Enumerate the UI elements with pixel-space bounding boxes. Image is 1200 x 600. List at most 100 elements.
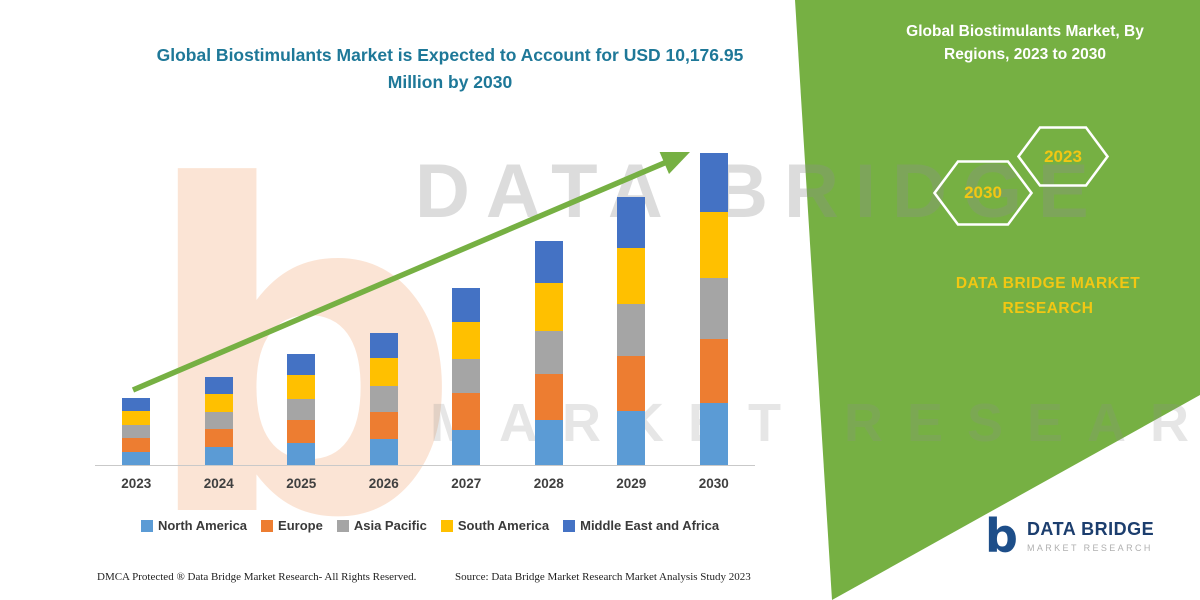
bar-slot [260,140,343,465]
bar-segment-south-america [452,321,481,359]
data-bridge-logo: b DATA BRIDGE MARKET RESEARCH [985,509,1154,563]
source-note: Source: Data Bridge Market Research Mark… [455,571,751,583]
bar-segment-north-america [287,442,316,465]
bar-segment-asia-pacific [617,304,646,357]
bar-segment-middle-east-and-africa [534,241,563,284]
legend-item: North America [140,518,248,533]
x-axis-label: 2023 [121,476,152,491]
bar-segment-north-america [699,402,728,465]
x-axis-label: 2026 [368,476,399,491]
bar-slot [178,140,261,465]
chart-legend: North America Europe Asia Pacific South Ame… [78,518,782,533]
bar-slot [673,140,756,465]
legend-swatch [440,519,453,532]
bar-segment-north-america [122,451,151,465]
bar-segment-south-america [369,358,398,386]
legend-label: Asia Pacific [353,518,427,533]
bar-segment-north-america [452,429,481,465]
bar-segment-europe [617,356,646,412]
bar-segment-europe [204,429,233,448]
bar-segment-asia-pacific [204,412,233,430]
hexagon-badge-2030: 2030 [932,160,1034,226]
stacked-bar [617,197,646,465]
hexagon-badge-2023: 2023 [1016,126,1110,187]
x-axis-label: 2029 [616,476,647,491]
x-axis-labels: 2023 2024 2025 2026 2027 2028 2029 2030 [95,476,755,491]
bar-segment-europe [369,411,398,439]
bar-segment-asia-pacific [534,330,563,375]
panel-brand-line1: DATA BRIDGE MARKET [955,275,1141,292]
legend-swatch [140,519,153,532]
chart-title-line2: Million by 2030 [387,72,513,93]
stacked-bar [204,377,233,465]
bar-segment-europe [534,374,563,421]
side-panel-heading-line2: Regions, 2023 to 2030 [944,46,1106,64]
bar-segment-middle-east-and-africa [122,398,151,411]
bar-segment-europe [699,338,728,403]
bar-segment-south-america [534,283,563,331]
hexagon-year-label: 2023 [1044,146,1082,166]
bar-segment-south-america [287,375,316,399]
bar-segment-south-america [617,247,646,305]
stacked-bar [699,152,728,465]
legend-label: Europe [278,518,323,533]
x-axis-label: 2030 [698,476,729,491]
hexagon-outline-icon [932,160,1034,226]
bar-slot [95,140,178,465]
x-axis-label: 2025 [286,476,317,491]
hexagon-outline-icon [1016,126,1110,187]
bar-segment-asia-pacific [369,385,398,412]
hexagon-year-label: 2030 [964,183,1002,202]
bar-segment-europe [122,437,151,452]
bar-segment-middle-east-and-africa [699,152,728,213]
stacked-bar [534,241,563,465]
stacked-bar [287,354,316,465]
stacked-bar [369,333,398,465]
bar-slot [508,140,591,465]
stacked-bar [452,288,481,465]
bar-segment-south-america [204,393,233,413]
bar-segment-north-america [369,438,398,465]
bar-segment-asia-pacific [287,398,316,421]
side-panel-heading-line1: Global Biostimulants Market, By [906,23,1144,40]
legend-item: Asia Pacific [336,518,427,533]
bar-segment-north-america [534,420,563,465]
bar-segment-europe [452,393,481,430]
logo-b-icon: b [985,509,1018,563]
bar-slot [343,140,426,465]
panel-brand-text: DATA BRIDGE MARKET RESEARCH [928,272,1168,322]
bar-segment-north-america [204,447,233,465]
bar-segment-asia-pacific [699,277,728,339]
legend-item: Europe [261,518,323,533]
legend-item: Middle East and Africa [563,518,719,533]
legend-item: South America [440,518,550,533]
legend-label: South America [457,518,550,533]
bar-segment-asia-pacific [122,424,151,438]
panel-brand-line2: RESEARCH [1002,299,1094,317]
bar-segment-middle-east-and-africa [617,197,646,248]
dmca-notice: DMCA Protected ® Data Bridge Market Rese… [97,571,417,583]
logo-tagline: MARKET RESEARCH [1026,543,1153,554]
logo-text-block: DATA BRIDGE MARKET RESEARCH [1027,519,1154,553]
bar-segment-middle-east-and-africa [287,354,316,376]
x-axis-label: 2024 [203,476,234,491]
bar-segment-europe [287,420,316,443]
bar-segment-middle-east-and-africa [204,377,233,394]
bar-segment-south-america [699,212,728,278]
legend-label: North America [157,518,248,533]
side-panel-heading: Global Biostimulants Market, By Regions,… [865,20,1185,67]
x-axis-label: 2027 [451,476,482,491]
bar-segment-middle-east-and-africa [452,288,481,322]
logo-name: DATA BRIDGE [1026,519,1155,540]
chart-title-line1: Global Biostimulants Market is Expected … [156,45,744,65]
legend-swatch [261,519,274,532]
bar-segment-south-america [122,410,151,425]
bar-segment-middle-east-and-africa [369,333,398,359]
bar-slot [425,140,508,465]
legend-swatch [563,519,576,532]
bar-plot [95,140,755,466]
legend-swatch [336,519,349,532]
chart-title: Global Biostimulants Market is Expected … [120,42,780,96]
x-axis-label: 2028 [533,476,564,491]
